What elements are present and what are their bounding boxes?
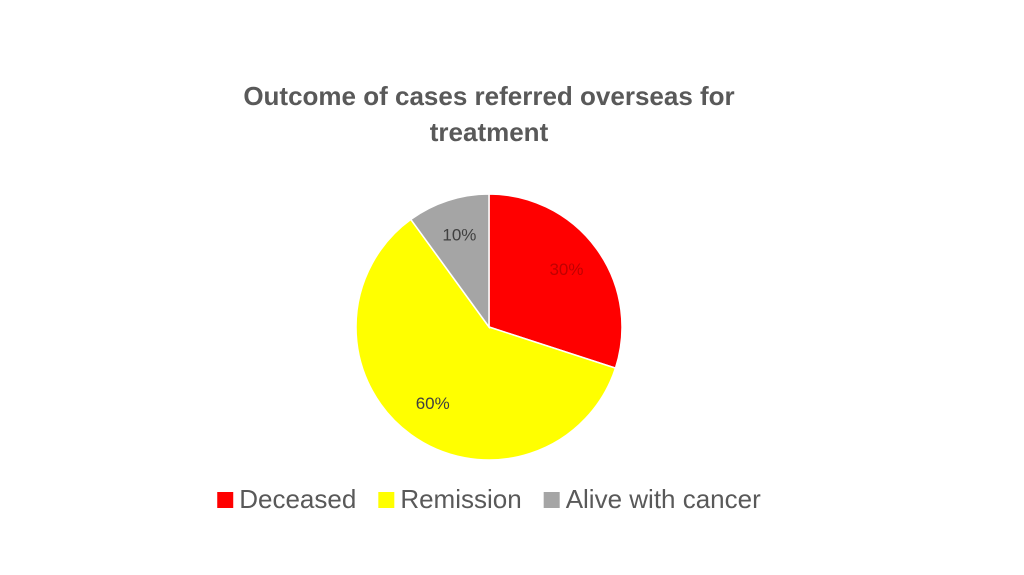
data-label: 10%	[442, 225, 476, 244]
pie-slice	[488, 193, 623, 370]
legend-label: Alive with cancer	[566, 484, 761, 514]
legend-swatch	[543, 492, 560, 508]
legend-label: Deceased	[239, 484, 356, 514]
data-label: 60%	[416, 394, 450, 413]
data-label: 30%	[549, 260, 583, 279]
pie-slice	[409, 193, 490, 330]
legend-label: Remission	[400, 484, 521, 514]
legend-swatch	[378, 492, 395, 508]
pie-slice	[355, 218, 617, 461]
legend-swatch	[217, 492, 234, 508]
chart-title: Outcome of cases referred overseas for t…	[243, 81, 735, 147]
